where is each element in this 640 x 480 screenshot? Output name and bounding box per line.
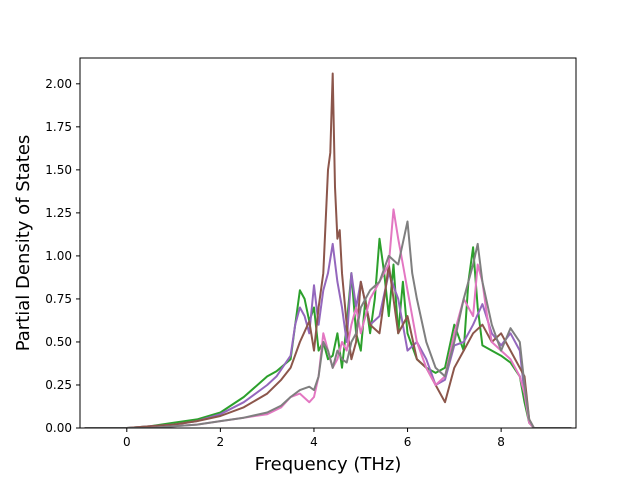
series-line-3 bbox=[84, 72, 572, 428]
x-tick-label: 0 bbox=[123, 435, 131, 449]
series-line-5 bbox=[84, 220, 572, 428]
y-tick-label: 0.75 bbox=[45, 292, 72, 306]
x-tick-label: 6 bbox=[404, 435, 412, 449]
x-ticks: 0 2 4 6 8 bbox=[123, 428, 505, 449]
y-tick-label: 0.50 bbox=[45, 335, 72, 349]
x-tick-label: 4 bbox=[310, 435, 318, 449]
y-tick-label: 1.00 bbox=[45, 249, 72, 263]
x-tick-label: 8 bbox=[497, 435, 505, 449]
y-tick-label: 2.00 bbox=[45, 77, 72, 91]
y-tick-label: 1.25 bbox=[45, 206, 72, 220]
y-tick-label: 1.50 bbox=[45, 163, 72, 177]
axes-frame bbox=[79, 57, 577, 429]
y-tick-label: 1.75 bbox=[45, 120, 72, 134]
y-tick-label: 0.25 bbox=[45, 378, 72, 392]
series-line-2 bbox=[84, 242, 572, 428]
y-axis-label: Partial Density of States bbox=[13, 135, 34, 352]
series-line-4 bbox=[84, 208, 572, 428]
y-ticks: 0.00 0.25 0.50 0.75 1.00 1.25 1.50 1.75 2.00 bbox=[45, 77, 80, 435]
series-layer bbox=[84, 72, 572, 428]
x-tick-label: 2 bbox=[217, 435, 225, 449]
x-axis-label: Frequency (THz) bbox=[255, 454, 402, 475]
y-tick-label: 0.00 bbox=[45, 421, 72, 435]
